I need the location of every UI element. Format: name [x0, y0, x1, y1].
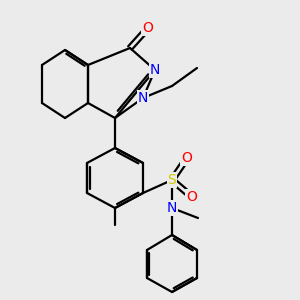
Text: O: O	[187, 190, 197, 204]
Text: S: S	[168, 173, 176, 187]
Text: N: N	[138, 91, 148, 105]
Text: N: N	[150, 63, 160, 77]
Text: O: O	[182, 151, 192, 165]
Text: N: N	[167, 201, 177, 215]
Text: O: O	[142, 21, 153, 35]
